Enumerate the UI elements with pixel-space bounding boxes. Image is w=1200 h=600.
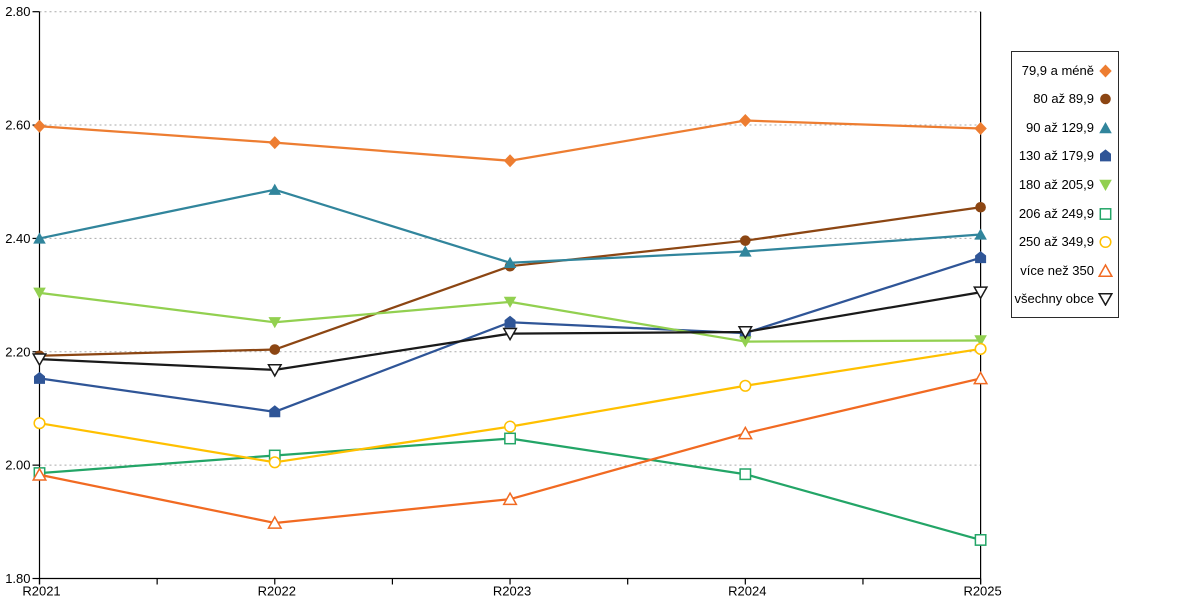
- triangle-up-marker-icon: [973, 370, 989, 385]
- triangle-down-marker-icon: [503, 296, 517, 308]
- legend-label: 80 až 89,9: [1033, 91, 1094, 107]
- y-tick-label: 2.40: [5, 231, 30, 246]
- circle-marker-icon: [740, 235, 751, 246]
- triangle-up-marker-icon: [31, 467, 48, 481]
- triangle-down-marker-icon: [267, 363, 283, 378]
- triangle-down-marker-icon: [1098, 293, 1113, 307]
- triangle-down-marker-icon: [33, 287, 46, 299]
- triangle-down-marker-icon: [737, 325, 753, 340]
- diamond-marker-icon: [1099, 64, 1112, 78]
- circle-marker-icon: [1099, 235, 1112, 249]
- x-tick-label: R2021: [22, 584, 60, 599]
- triangle-up-marker-icon: [503, 256, 517, 268]
- triangle-down-marker-icon: [974, 335, 987, 347]
- legend-item: 180 až 205,9: [1012, 177, 1118, 192]
- square-marker-icon: [974, 534, 987, 546]
- triangle-down-marker-icon: [502, 327, 518, 342]
- circle-marker-icon: [268, 456, 281, 469]
- legend-item: 206 až 249,9: [1012, 206, 1118, 221]
- square-marker-icon: [739, 468, 752, 481]
- legend-label: více než 350: [1020, 262, 1094, 278]
- legend-item: více než 350: [1012, 263, 1118, 278]
- triangle-up-marker-icon: [33, 232, 46, 244]
- y-tick-label: 2.00: [5, 458, 30, 473]
- y-tick-label: 1.80: [5, 571, 30, 586]
- triangle-up-marker-icon: [502, 491, 518, 506]
- circle-marker-icon: [974, 342, 987, 355]
- legend-label: 90 až 129,9: [1026, 119, 1094, 135]
- legend-label: 250 až 349,9: [1018, 234, 1094, 250]
- diamond-marker-icon: [974, 121, 987, 135]
- triangle-up-marker-icon: [1098, 263, 1113, 277]
- triangle-down-marker-icon: [31, 353, 48, 367]
- pentagon-marker-icon: [504, 315, 516, 328]
- series-line: [38, 437, 982, 542]
- legend-label: 130 až 179,9: [1018, 148, 1094, 164]
- triangle-down-marker-icon: [1099, 179, 1112, 191]
- diamond-marker-icon: [268, 136, 281, 150]
- triangle-up-marker-icon: [737, 425, 753, 440]
- triangle-up-marker-icon: [267, 515, 283, 529]
- x-tick-label: R2024: [728, 584, 766, 599]
- square-marker-icon: [504, 432, 517, 445]
- pentagon-marker-icon: [34, 371, 45, 384]
- y-tick-label: 2.60: [5, 118, 30, 133]
- legend-item: všechny obce: [1012, 291, 1118, 307]
- circle-marker-icon: [739, 379, 752, 392]
- circle-marker-icon: [504, 420, 517, 433]
- triangle-up-marker-icon: [974, 228, 987, 240]
- diamond-marker-icon: [739, 114, 752, 128]
- triangle-up-marker-icon: [268, 183, 282, 195]
- circle-marker-icon: [33, 417, 46, 430]
- square-marker-icon: [1099, 207, 1112, 220]
- triangle-down-marker-icon: [739, 336, 752, 348]
- x-tick-label: R2025: [963, 584, 1001, 599]
- y-tick-label: 2.20: [5, 344, 30, 359]
- pentagon-marker-icon: [975, 251, 987, 264]
- triangle-down-marker-icon: [268, 317, 282, 329]
- triangle-down-marker-icon: [973, 286, 989, 300]
- diamond-marker-icon: [33, 119, 46, 133]
- diamond-marker-icon: [503, 154, 517, 168]
- legend: 79,9 a méně 80 až 89,9 90 až 129,9 130 až 1…: [1011, 51, 1119, 318]
- legend-label: všechny obce: [1014, 291, 1095, 307]
- y-tick-label: 2.80: [5, 4, 30, 19]
- circle-marker-icon: [1100, 94, 1111, 105]
- legend-item: 79,9 a méně: [1012, 63, 1118, 78]
- pentagon-marker-icon: [269, 405, 281, 418]
- legend-label: 206 až 249,9: [1018, 205, 1094, 221]
- circle-marker-icon: [269, 344, 281, 355]
- triangle-up-marker-icon: [739, 245, 752, 257]
- triangle-up-marker-icon: [1099, 121, 1112, 134]
- legend-label: 79,9 a méně: [1021, 62, 1094, 78]
- x-tick-label: R2022: [258, 584, 296, 599]
- pentagon-marker-icon: [1100, 149, 1111, 162]
- x-tick-label: R2023: [493, 584, 531, 599]
- legend-label: 180 až 205,9: [1018, 176, 1094, 192]
- legend-item: 250 až 349,9: [1012, 234, 1118, 249]
- legend-item: 90 až 129,9: [1012, 120, 1118, 135]
- legend-item: 130 až 179,9: [1012, 148, 1118, 163]
- legend-item: 80 až 89,9: [1012, 91, 1118, 106]
- circle-marker-icon: [975, 201, 986, 213]
